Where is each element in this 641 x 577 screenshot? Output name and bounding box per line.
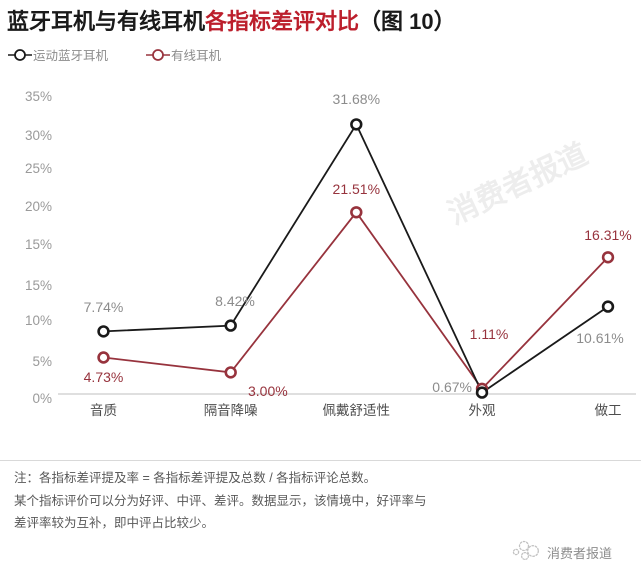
svg-text:消费者报道: 消费者报道 xyxy=(547,546,612,561)
